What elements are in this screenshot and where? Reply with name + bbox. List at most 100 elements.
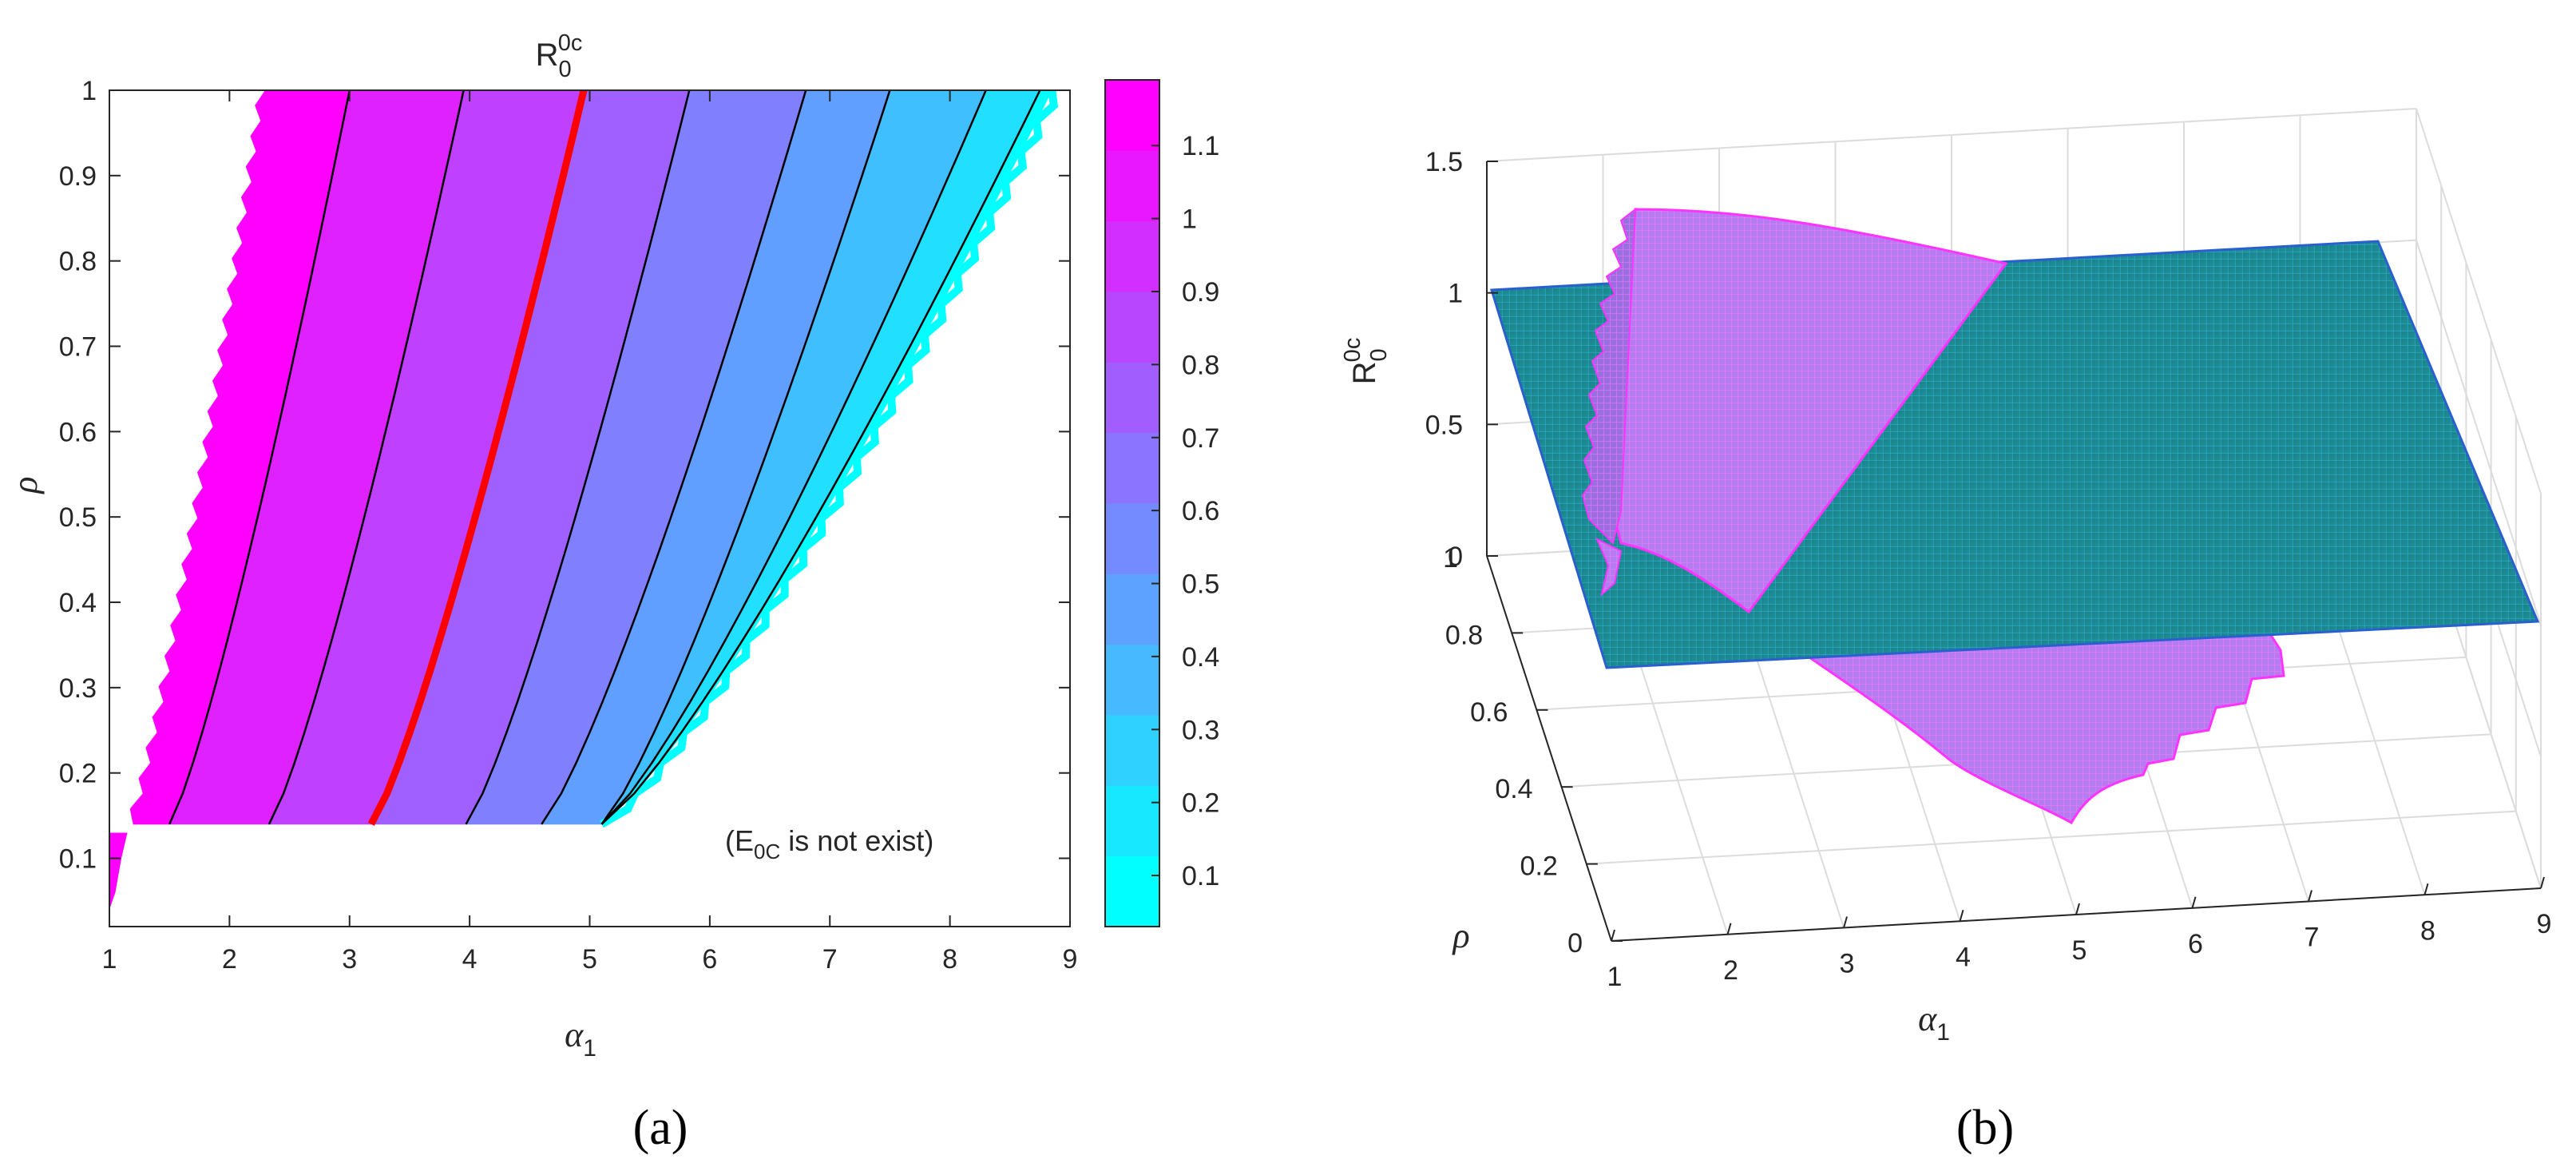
y-tick-label: 0.1 xyxy=(59,844,97,875)
contour-line xyxy=(541,89,807,825)
x-tick-label: 6 xyxy=(2188,929,2203,959)
colorbar-tick-label: 0.9 xyxy=(1182,277,1219,308)
panel-label-b: (b) xyxy=(1956,1101,2014,1155)
x-tick-label: 9 xyxy=(2537,909,2552,939)
x-axis-ticks: 1 2 3 4 5 6 7 8 9 xyxy=(102,90,1078,975)
y-axis-label: ρ xyxy=(6,476,45,494)
contour-line xyxy=(268,89,465,825)
colorbar-swatch xyxy=(1105,574,1159,645)
y-tick-label: 0 xyxy=(1567,928,1583,959)
y-tick-label: 0.6 xyxy=(1470,697,1508,728)
colorbar-tick-label: 0.5 xyxy=(1182,570,1219,600)
contour-band-lower xyxy=(109,832,128,910)
x-tick-label: 8 xyxy=(2420,915,2435,946)
colorbar-swatch xyxy=(1105,292,1159,363)
contour-lines xyxy=(168,89,1041,826)
x-tick-label: 7 xyxy=(822,944,838,975)
colorbar-tick-label: 1 xyxy=(1182,204,1197,235)
colorbar-swatch xyxy=(1105,150,1159,222)
z-tick-label: 0 xyxy=(1448,542,1463,572)
x-tick-label: 4 xyxy=(462,944,478,975)
x-tick-label: 7 xyxy=(2305,923,2320,953)
panel-label-a: (a) xyxy=(633,1101,688,1155)
y-axis-line xyxy=(1486,555,1612,942)
contour-line xyxy=(465,89,691,825)
colorbar-tick-label: 0.6 xyxy=(1182,496,1219,526)
y-tick-label: 0.7 xyxy=(59,332,97,363)
contour-line xyxy=(600,89,1041,825)
y-tick-label: 0.3 xyxy=(59,673,97,704)
z-axis-ticks-3d: 0 0.5 1 1.5 xyxy=(1425,147,1498,572)
z-axis-label: R00c xyxy=(1340,338,1392,385)
colorbar-frame xyxy=(1104,79,1160,927)
x-tick-label: 8 xyxy=(942,944,957,975)
colorbar-tick-label: 0.4 xyxy=(1182,642,1219,673)
panel-b-surface-chart: 1 2 3 4 5 6 7 8 9 0 0.2 0.4 0.6 0.8 1 0 0.5 1 1.5 R00c α… xyxy=(1340,108,2552,1155)
y-tick-label: 1 xyxy=(81,76,97,106)
x-tick-label: 1 xyxy=(1607,962,1623,992)
x-axis-label-3d: α1 xyxy=(1918,999,1950,1046)
grid-line xyxy=(2415,240,2542,625)
colorbar: 0.1 0.2 0.3 0.4 0.5 0.6 0.7 0.8 0.9 1 1.1 xyxy=(1104,79,1219,927)
contour-line xyxy=(600,89,891,825)
x-tick-label: 1 xyxy=(102,944,117,975)
contour-line xyxy=(168,89,351,825)
grid-line xyxy=(2415,108,2542,494)
y-axis-ticks: 0.1 0.2 0.3 0.4 0.5 0.6 0.7 0.8 0.9 1 xyxy=(59,76,1070,875)
x-tick-mark xyxy=(2075,903,2080,915)
y-tick-label: 0.9 xyxy=(59,161,97,192)
y-tick-label: 0.8 xyxy=(1445,620,1483,650)
grid-line xyxy=(1486,108,2417,162)
x-tick-mark xyxy=(2308,890,2312,902)
panel-a-contour-chart: 1 2 3 4 5 6 7 8 9 0.1 0.2 0.3 0.4 0.5 0.6 0.7 0.8 0.9 1 R… xyxy=(6,30,1219,1155)
y-tick-label: 0.4 xyxy=(59,588,97,618)
colorbar-swatch xyxy=(1105,503,1159,574)
y-tick-label: 0.2 xyxy=(1520,851,1558,882)
x-tick-label: 3 xyxy=(342,944,357,975)
threshold-contour-line xyxy=(367,89,588,826)
x-tick-mark xyxy=(2540,876,2545,889)
z-tick-label: 0.5 xyxy=(1425,410,1463,440)
y-tick-label: 0.2 xyxy=(59,759,97,789)
x-axis-label: α1 xyxy=(565,1015,596,1062)
x-tick-label: 3 xyxy=(1840,949,1855,979)
chart-title: R00c xyxy=(536,30,583,82)
y-axis-ticks-3d: 0 0.2 0.4 0.6 0.8 1 xyxy=(1443,543,1623,959)
colorbar-tick-label: 0.3 xyxy=(1182,715,1219,745)
y-tick-label: 0.4 xyxy=(1495,774,1532,804)
colorbar-swatch xyxy=(1105,80,1159,151)
colorbar-swatch xyxy=(1105,855,1159,927)
contour-line xyxy=(600,89,987,825)
y-tick-label: 0.8 xyxy=(59,247,97,277)
x-tick-label: 5 xyxy=(582,944,597,975)
colorbar-tick-label: 0.2 xyxy=(1182,788,1219,819)
y-axis-label-3d: ρ xyxy=(1451,916,1469,955)
nonexistence-annotation: (E0C is not exist) xyxy=(725,824,933,863)
colorbar-swatch xyxy=(1105,785,1159,857)
colorbar-swatch xyxy=(1105,715,1159,786)
colorbar-tick-label: 0.8 xyxy=(1182,350,1219,380)
z-tick-label: 1 xyxy=(1448,279,1463,309)
x-tick-mark xyxy=(1959,909,1964,922)
x-axis-ticks-3d: 1 2 3 4 5 6 7 8 9 xyxy=(1607,876,2552,992)
contour-band-edge xyxy=(599,89,1059,828)
x-tick-label: 5 xyxy=(2072,935,2087,966)
y-tick-label: 0.6 xyxy=(59,417,97,447)
x-tick-mark xyxy=(1843,916,1848,928)
x-tick-label: 2 xyxy=(222,944,237,975)
colorbar-swatch xyxy=(1105,644,1159,716)
x-tick-label: 9 xyxy=(1063,944,1078,975)
x-tick-label: 4 xyxy=(1956,942,1971,972)
y-tick-label: 0.5 xyxy=(59,502,97,533)
y-tick-label: 1 xyxy=(1443,543,1458,574)
r0-surface-lower xyxy=(1762,626,2285,825)
x-tick-label: 2 xyxy=(1723,955,1738,986)
x-tick-label: 6 xyxy=(702,944,717,975)
colorbar-tick-label: 1.1 xyxy=(1182,131,1219,161)
z-tick-label: 1.5 xyxy=(1425,147,1463,177)
colorbar-tick-label: 0.7 xyxy=(1182,423,1219,454)
colorbar-swatch xyxy=(1105,220,1159,292)
colorbar-tick-label: 0.1 xyxy=(1182,861,1219,891)
r0-surface-upper xyxy=(1581,207,2008,614)
